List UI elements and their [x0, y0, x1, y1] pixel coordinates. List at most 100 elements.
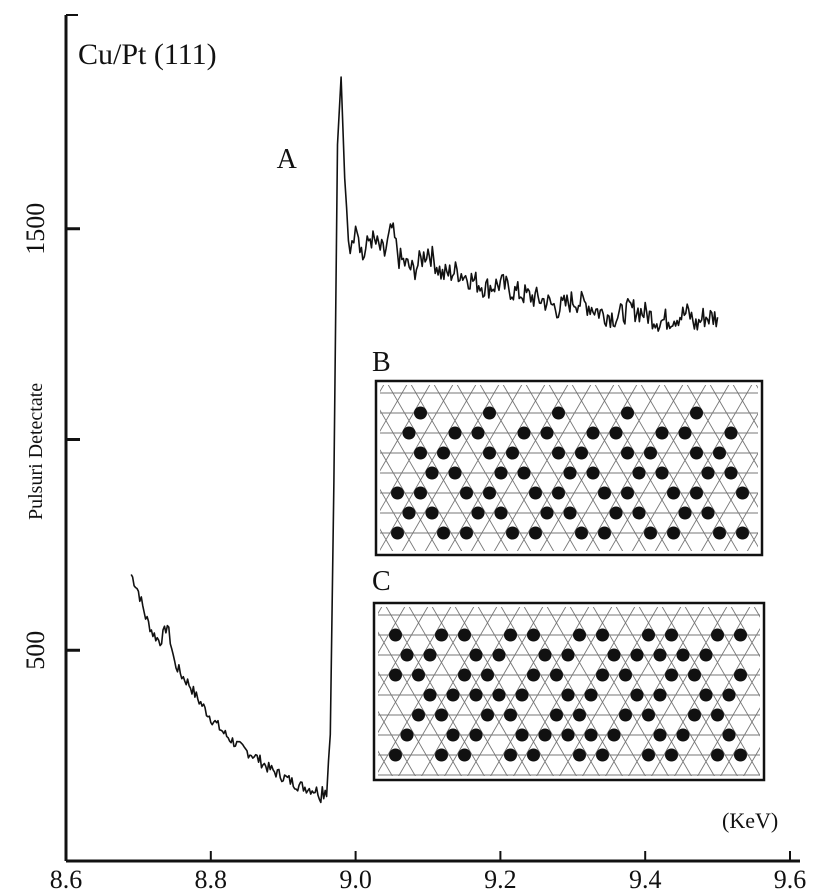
atom [460, 486, 473, 500]
atom [690, 406, 703, 420]
atom [713, 526, 726, 540]
atom [609, 506, 623, 520]
atom [494, 506, 508, 520]
atom [538, 648, 552, 662]
atom [527, 628, 540, 642]
atom [527, 748, 540, 762]
atom [435, 708, 448, 722]
insets-layer [372, 379, 766, 782]
atom [483, 446, 496, 460]
atom [699, 688, 713, 702]
atom [552, 446, 565, 460]
atom [665, 628, 678, 642]
atom [540, 506, 554, 520]
chart-title: Cu/Pt (111) [78, 38, 217, 71]
atom [437, 446, 450, 460]
atom [458, 748, 471, 762]
atom [619, 668, 632, 682]
atom [540, 426, 554, 440]
atom [584, 728, 598, 742]
atom [492, 648, 506, 662]
atom [458, 628, 471, 642]
atom [644, 526, 657, 540]
atom [389, 628, 402, 642]
atom [446, 728, 460, 742]
atom [734, 628, 747, 642]
atom [598, 526, 611, 540]
series-layer [130, 76, 719, 804]
atom [575, 446, 588, 460]
atom [391, 526, 404, 540]
atom [586, 426, 600, 440]
atom [630, 688, 644, 702]
atom [573, 748, 586, 762]
x-tick-label: 9.0 [339, 865, 372, 891]
atom [448, 466, 462, 480]
atom [655, 426, 669, 440]
atom [598, 486, 611, 500]
atom [642, 748, 655, 762]
atom [504, 628, 517, 642]
atom [609, 426, 623, 440]
atom [722, 728, 736, 742]
atom [596, 628, 609, 642]
atom [550, 668, 563, 682]
atom [471, 506, 485, 520]
atom [688, 708, 701, 722]
atom [596, 668, 609, 682]
atom [529, 486, 542, 500]
inset-C-label: C [372, 566, 391, 597]
atom [481, 668, 494, 682]
atom [678, 426, 692, 440]
atom [469, 648, 483, 662]
atom [437, 526, 450, 540]
atom [481, 708, 494, 722]
atom [701, 466, 715, 480]
atom [458, 668, 471, 682]
atom [504, 748, 517, 762]
atom [414, 406, 427, 420]
x-tick-label: 8.6 [50, 865, 83, 891]
atom [446, 688, 460, 702]
atom [515, 728, 529, 742]
ticks: 8.6 8.8 9.0 9.2 9.4 9.6 500 1500 [21, 203, 806, 891]
atom [414, 446, 427, 460]
atom [494, 466, 508, 480]
y-axis-label: Pulsuri Detectate [25, 383, 47, 520]
inset-C-lattice [378, 607, 760, 776]
atom [607, 648, 621, 662]
atom [414, 486, 427, 500]
atom [561, 688, 575, 702]
atom [529, 526, 542, 540]
atom [506, 526, 519, 540]
atom [644, 446, 657, 460]
atom [713, 446, 726, 460]
atom [667, 486, 680, 500]
atom [653, 728, 667, 742]
atom [425, 506, 439, 520]
atom [736, 486, 749, 500]
atom [722, 688, 736, 702]
x-tick-label: 9.6 [774, 865, 807, 891]
atom [423, 648, 437, 662]
atom [584, 688, 598, 702]
y-tick-label: 500 [21, 631, 50, 670]
atom [690, 486, 703, 500]
atom [642, 708, 655, 722]
atom [690, 446, 703, 460]
atom [653, 648, 667, 662]
atom [734, 748, 747, 762]
x-tick-label: 9.4 [629, 865, 662, 891]
atom [563, 506, 577, 520]
atom [701, 506, 715, 520]
atom [734, 668, 747, 682]
atom [573, 708, 586, 722]
atom [469, 688, 483, 702]
x-tick-label: 9.2 [484, 865, 517, 891]
atom [621, 406, 634, 420]
atom [538, 728, 552, 742]
atom [400, 648, 414, 662]
atom [552, 406, 565, 420]
atom [621, 446, 634, 460]
